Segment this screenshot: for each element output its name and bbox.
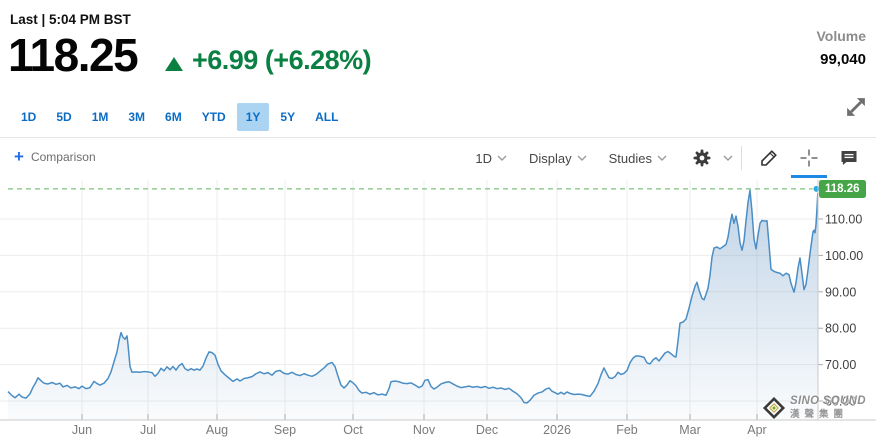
range-tab-1y[interactable]: 1Y <box>236 103 270 131</box>
last-price-badge: 118.26 <box>819 179 866 198</box>
toolbar-separator <box>741 146 742 170</box>
svg-text:Feb: Feb <box>616 423 638 437</box>
crosshair-icon <box>800 149 818 167</box>
draw-tool-button[interactable] <box>756 145 782 171</box>
range-tab-6m[interactable]: 6M <box>156 103 191 131</box>
studies-label: Studies <box>608 150 652 166</box>
up-arrow-icon <box>165 57 183 71</box>
volume-block: Volume 99,040 <box>816 28 866 68</box>
studies-dropdown[interactable]: Studies <box>609 151 667 166</box>
last-timestamp: Last | 5:04 PM BST <box>10 12 131 27</box>
expand-icon[interactable] <box>843 94 869 120</box>
range-tabs: 1D 5D 1M 3M 6M YTD 1Y 5Y ALL <box>12 103 349 131</box>
interval-dropdown[interactable]: 1D <box>475 151 507 166</box>
range-tab-5y[interactable]: 5Y <box>271 103 304 131</box>
svg-text:Dec: Dec <box>476 423 498 437</box>
range-tab-all[interactable]: ALL <box>306 103 347 131</box>
svg-text:80.00: 80.00 <box>825 322 856 336</box>
volume-value: 99,040 <box>820 51 866 68</box>
last-price: 118.25 <box>8 29 139 81</box>
svg-text:Jul: Jul <box>140 423 156 437</box>
price-change: +6.99 (+6.28%) <box>192 45 372 75</box>
settings-gear-button[interactable] <box>689 145 715 171</box>
svg-text:110.00: 110.00 <box>825 212 862 226</box>
add-comparison-button[interactable]: + Comparison <box>14 148 96 165</box>
svg-text:70.00: 70.00 <box>825 358 856 372</box>
speech-bubble-icon <box>841 151 857 165</box>
plus-icon: + <box>14 147 24 166</box>
svg-text:60.00: 60.00 <box>825 395 856 409</box>
display-label: Display <box>529 150 572 166</box>
crosshair-tool-button[interactable] <box>791 145 827 178</box>
display-dropdown[interactable]: Display <box>529 151 587 166</box>
svg-text:Apr: Apr <box>747 423 766 437</box>
svg-text:Mar: Mar <box>679 423 701 437</box>
price-chart[interactable]: 60.00 70.00 80.00 90.00 100.00 110.00 Jun Jul Au… <box>0 180 876 438</box>
svg-text:Nov: Nov <box>413 423 436 437</box>
annotation-button[interactable] <box>836 145 862 171</box>
svg-text:Jun: Jun <box>72 423 92 437</box>
pencil-icon <box>761 150 777 166</box>
chevron-down-icon <box>657 155 667 161</box>
svg-text:100.00: 100.00 <box>825 249 863 263</box>
chart-toolbar: + Comparison 1D Display Studies <box>0 138 876 178</box>
range-tab-5d[interactable]: 5D <box>47 103 80 131</box>
comparison-label: Comparison <box>30 149 96 164</box>
range-tab-1d[interactable]: 1D <box>12 103 45 131</box>
svg-text:90.00: 90.00 <box>825 285 856 299</box>
chevron-down-icon[interactable] <box>723 155 733 161</box>
svg-text:2026: 2026 <box>543 423 571 437</box>
gear-icon <box>693 149 711 167</box>
svg-text:Sep: Sep <box>274 423 296 437</box>
range-tab-3m[interactable]: 3M <box>119 103 154 131</box>
volume-label: Volume <box>816 28 866 44</box>
section-divider <box>0 137 876 138</box>
interval-label: 1D <box>475 150 492 166</box>
range-tab-1m[interactable]: 1M <box>83 103 118 131</box>
svg-text:Oct: Oct <box>343 423 363 437</box>
svg-text:Aug: Aug <box>206 423 228 437</box>
range-tab-ytd[interactable]: YTD <box>193 103 235 131</box>
chart-area: 60.00 70.00 80.00 90.00 100.00 110.00 Jun Jul Au… <box>0 179 876 438</box>
chevron-down-icon <box>577 155 587 161</box>
chevron-down-icon <box>497 155 507 161</box>
